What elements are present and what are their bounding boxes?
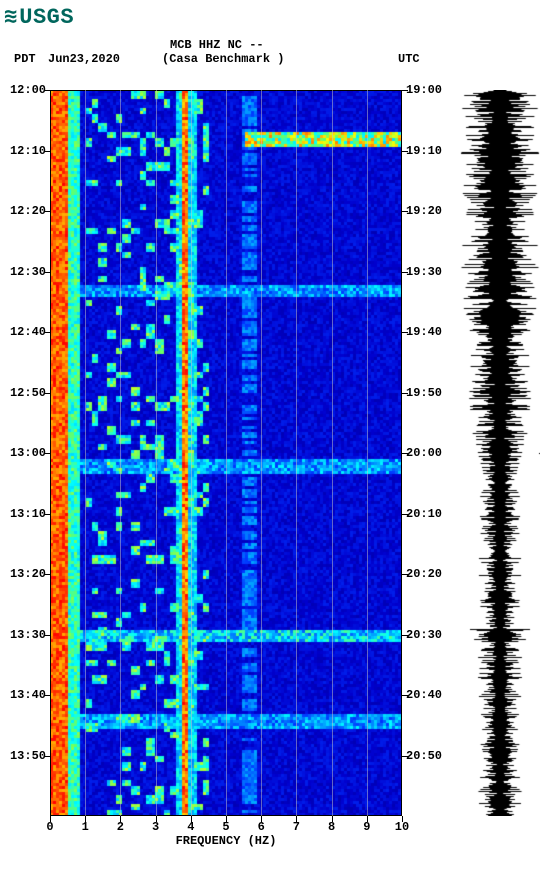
gridline xyxy=(85,90,86,816)
ytick-mark xyxy=(44,272,50,273)
ytick-mark xyxy=(402,574,408,575)
date-label: Jun23,2020 xyxy=(48,52,120,66)
ytick-mark xyxy=(44,211,50,212)
xtick-label: 10 xyxy=(395,820,409,834)
xtick-label: 7 xyxy=(293,820,300,834)
ytick-right: 19:50 xyxy=(406,386,442,400)
spectrogram-panel: 12:0012:1012:2012:3012:4012:5013:0013:10… xyxy=(50,90,402,816)
ytick-right: 19:40 xyxy=(406,325,442,339)
xtick-label: 5 xyxy=(222,820,229,834)
waveform-canvas xyxy=(460,90,540,816)
ytick-left: 13:30 xyxy=(10,628,46,642)
ytick-mark xyxy=(402,211,408,212)
ytick-right: 20:10 xyxy=(406,507,442,521)
ytick-mark xyxy=(44,756,50,757)
ytick-right: 19:10 xyxy=(406,144,442,158)
ytick-mark xyxy=(44,393,50,394)
ytick-mark xyxy=(44,695,50,696)
ytick-mark xyxy=(402,514,408,515)
left-timezone-label: PDT xyxy=(14,52,36,66)
site-name: (Casa Benchmark ) xyxy=(162,52,284,66)
ytick-mark xyxy=(402,635,408,636)
ytick-left: 13:50 xyxy=(10,749,46,763)
ytick-mark xyxy=(402,695,408,696)
gridline xyxy=(261,90,262,816)
gridline xyxy=(120,90,121,816)
ytick-left: 13:10 xyxy=(10,507,46,521)
ytick-mark xyxy=(402,756,408,757)
ytick-right: 20:40 xyxy=(406,688,442,702)
xtick-label: 0 xyxy=(46,820,53,834)
ytick-mark xyxy=(402,272,408,273)
gridline xyxy=(191,90,192,816)
ytick-left: 13:20 xyxy=(10,567,46,581)
ytick-mark xyxy=(402,90,408,91)
ytick-left: 13:40 xyxy=(10,688,46,702)
x-axis-label: FREQUENCY (HZ) xyxy=(50,834,402,848)
ytick-right: 19:20 xyxy=(406,204,442,218)
xtick-label: 3 xyxy=(152,820,159,834)
ytick-mark xyxy=(402,332,408,333)
ytick-mark xyxy=(402,453,408,454)
xtick-label: 9 xyxy=(363,820,370,834)
xtick-label: 8 xyxy=(328,820,335,834)
right-timezone-label: UTC xyxy=(398,52,420,66)
ytick-right: 19:30 xyxy=(406,265,442,279)
ytick-left: 12:10 xyxy=(10,144,46,158)
xtick-label: 6 xyxy=(258,820,265,834)
ytick-mark xyxy=(44,332,50,333)
ytick-right: 20:20 xyxy=(406,567,442,581)
ytick-mark xyxy=(44,90,50,91)
ytick-mark xyxy=(44,574,50,575)
ytick-left: 12:00 xyxy=(10,83,46,97)
gridline xyxy=(296,90,297,816)
xtick-label: 1 xyxy=(82,820,89,834)
xtick-label: 4 xyxy=(187,820,194,834)
ytick-left: 12:40 xyxy=(10,325,46,339)
ytick-left: 12:30 xyxy=(10,265,46,279)
ytick-mark xyxy=(44,635,50,636)
usgs-logo: ≋ USGS xyxy=(4,4,74,30)
xtick-label: 2 xyxy=(117,820,124,834)
ytick-right: 20:50 xyxy=(406,749,442,763)
gridline xyxy=(156,90,157,816)
ytick-mark xyxy=(44,514,50,515)
ytick-right: 20:30 xyxy=(406,628,442,642)
ytick-mark xyxy=(44,151,50,152)
ytick-left: 12:50 xyxy=(10,386,46,400)
ytick-left: 12:20 xyxy=(10,204,46,218)
ytick-right: 20:00 xyxy=(406,446,442,460)
gridline xyxy=(226,90,227,816)
logo-wave-icon: ≋ xyxy=(4,4,17,30)
ytick-mark xyxy=(402,393,408,394)
ytick-right: 19:00 xyxy=(406,83,442,97)
gridline xyxy=(332,90,333,816)
ytick-mark xyxy=(44,453,50,454)
gridline xyxy=(367,90,368,816)
ytick-mark xyxy=(402,151,408,152)
waveform-panel xyxy=(460,90,540,816)
logo-text: USGS xyxy=(19,5,74,30)
ytick-left: 13:00 xyxy=(10,446,46,460)
station-code: MCB HHZ NC -- xyxy=(170,38,264,52)
